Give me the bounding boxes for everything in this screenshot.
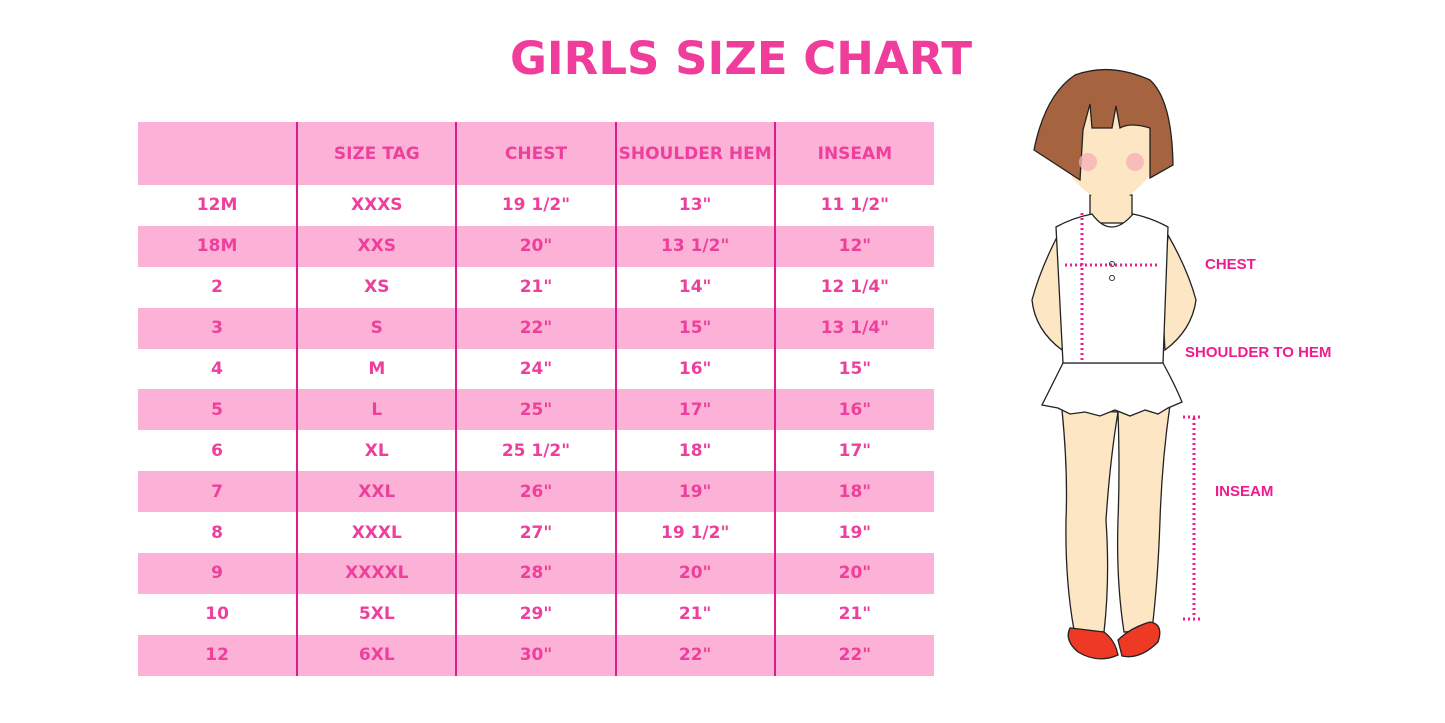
column-header: INSEAM (773, 122, 934, 185)
table-cell: 12" (773, 225, 934, 267)
table-row: 12M XXXS 19 1/2" 13" 11 1/2" (138, 185, 934, 226)
table-cell: 13" (614, 185, 775, 226)
table-cell: 27" (455, 512, 616, 554)
table-cell: 17" (773, 430, 934, 472)
table-cell: 22" (614, 634, 775, 676)
table-cell: 15" (614, 307, 775, 349)
hair (1033, 68, 1174, 182)
table-row: 10 5XL 29" 21" 21" (138, 593, 934, 635)
table-cell: 22" (455, 307, 616, 349)
table-row: 3 S 22" 15" 13 1/4" (138, 307, 934, 349)
table-row: 18M XXS 20" 13 1/2" 12" (138, 225, 934, 267)
left-shoe (1067, 627, 1119, 660)
table-cell: XXXS (296, 185, 457, 226)
table-cell: 20" (773, 553, 934, 594)
table-cell: 5 (138, 389, 298, 431)
table-cell: 12 1/4" (773, 266, 934, 308)
table-cell: M (296, 348, 457, 390)
column-header: CHEST (455, 122, 616, 185)
table-cell: 22" (773, 634, 934, 676)
size-table: SIZE TAG CHEST SHOULDER HEM INSEAM 12M XXXS 1… (138, 122, 934, 676)
table-cell: 12 (138, 634, 298, 676)
left-arm (1031, 232, 1066, 352)
table-cell: 24" (455, 348, 616, 390)
table-cell: 20" (614, 553, 775, 594)
column-header: SHOULDER HEM (614, 122, 775, 185)
table-cell: 6XL (296, 634, 457, 676)
table-row: 8 XXXL 27" 19 1/2" 19" (138, 512, 934, 554)
table-cell: XXXXL (296, 553, 457, 594)
left-leg (1061, 409, 1119, 633)
table-cell: 30" (455, 634, 616, 676)
table-cell: 17" (614, 389, 775, 431)
table-row: 5 L 25" 17" 16" (138, 389, 934, 431)
table-cell: 16" (773, 389, 934, 431)
table-cell: 9 (138, 553, 298, 594)
right-arm (1161, 232, 1197, 352)
table-cell: 19 1/2" (614, 512, 775, 554)
right-leg (1116, 404, 1171, 633)
table-cell: 13 1/2" (614, 225, 775, 267)
table-row: 12 6XL 30" 22" 22" (138, 634, 934, 676)
page-title: GIRLS SIZE CHART (510, 32, 973, 85)
table-cell: 21" (614, 593, 775, 635)
table-cell: 28" (455, 553, 616, 594)
table-cell: S (296, 307, 457, 349)
table-cell: 15" (773, 348, 934, 390)
table-cell: 8 (138, 512, 298, 554)
table-row: 9 XXXXL 28" 20" 20" (138, 553, 934, 594)
table-cell: 19" (614, 471, 775, 513)
table-cell: L (296, 389, 457, 431)
table-cell: 25 1/2" (455, 430, 616, 472)
column-header: SIZE TAG (296, 122, 457, 185)
column-header (138, 122, 298, 185)
chest-label: CHEST (1205, 256, 1256, 273)
table-cell: 19 1/2" (455, 185, 616, 226)
table-cell: 11 1/2" (773, 185, 934, 226)
table-cell: 18" (614, 430, 775, 472)
inseam-label: INSEAM (1215, 483, 1274, 500)
table-cell: 20" (455, 225, 616, 267)
face (1072, 110, 1150, 205)
table-cell: XL (296, 430, 457, 472)
table-cell: 18" (773, 471, 934, 513)
table-cell: 19" (773, 512, 934, 554)
table-cell: 25" (455, 389, 616, 431)
table-cell: 29" (455, 593, 616, 635)
table-row: 7 XXL 26" 19" 18" (138, 471, 934, 513)
table-cell: 6 (138, 430, 298, 472)
table-cell: 2 (138, 266, 298, 308)
table-cell: 10 (138, 593, 298, 635)
table-cell: XS (296, 266, 457, 308)
skirt (1041, 362, 1183, 417)
table-row: 4 M 24" 16" 15" (138, 348, 934, 390)
table-cell: 18M (138, 225, 298, 267)
table-row: 2 XS 21" 14" 12 1/4" (138, 266, 934, 308)
table-cell: 14" (614, 266, 775, 308)
table-cell: 7 (138, 471, 298, 513)
table-cell: 5XL (296, 593, 457, 635)
table-cell: 12M (138, 185, 298, 226)
table-cell: 21" (773, 593, 934, 635)
table-cell: 26" (455, 471, 616, 513)
table-cell: 16" (614, 348, 775, 390)
table-cell: 4 (138, 348, 298, 390)
shoulder-to-hem-label: SHOULDER TO HEM (1185, 344, 1332, 361)
table-cell: 21" (455, 266, 616, 308)
table-header-row: SIZE TAG CHEST SHOULDER HEM INSEAM (138, 122, 934, 185)
table-cell: 3 (138, 307, 298, 349)
shirt (1055, 213, 1169, 364)
table-cell: XXL (296, 471, 457, 513)
table-cell: 13 1/4" (773, 307, 934, 349)
table-cell: XXXL (296, 512, 457, 554)
right-shoe (1117, 621, 1161, 658)
table-row: 6 XL 25 1/2" 18" 17" (138, 430, 934, 472)
table-cell: XXS (296, 225, 457, 267)
